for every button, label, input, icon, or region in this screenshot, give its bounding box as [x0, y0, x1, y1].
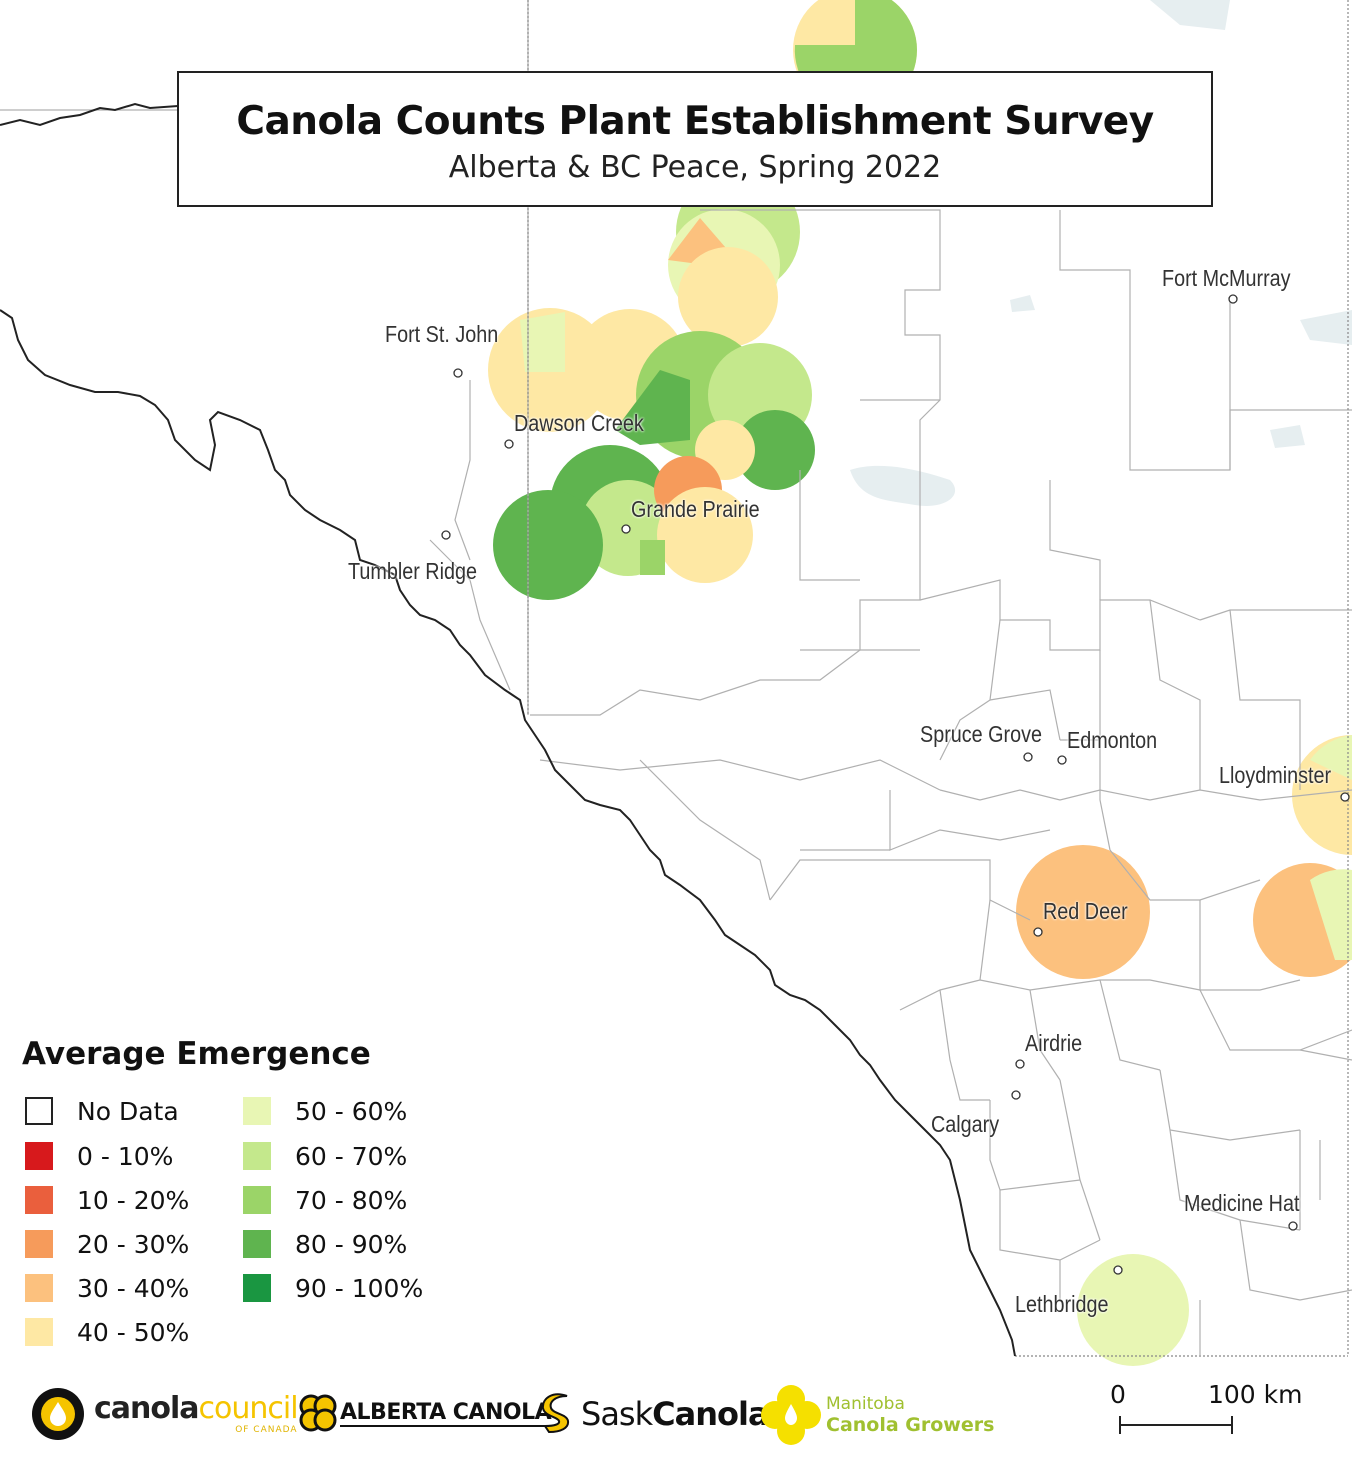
lethbridge-marker: [1113, 1265, 1123, 1275]
map-title: Canola Counts Plant Establishment Survey: [236, 99, 1154, 144]
spruce-grove-marker: [1023, 752, 1033, 762]
sask-wordmark-a: Sask: [581, 1395, 653, 1433]
legend-label: 50 - 60%: [295, 1096, 408, 1126]
city-label-fort-mcmurray: Fort McMurray: [1162, 265, 1291, 291]
canola-council-logo: canolacouncil OF CANADA: [30, 1386, 299, 1442]
city-label-dawson-creek: Dawson Creek: [514, 410, 644, 436]
legend-item-80-90: 80 - 90%: [243, 1229, 407, 1259]
legend-swatch: [25, 1230, 53, 1258]
legend-swatch: [25, 1097, 53, 1125]
city-label-red-deer: Red Deer: [1043, 898, 1128, 924]
city-label-lethbridge: Lethbridge: [1015, 1291, 1109, 1317]
legend-label: 30 - 40%: [77, 1273, 190, 1303]
sask-canola-icon: [541, 1393, 570, 1434]
legend-swatch: [243, 1230, 271, 1258]
legend-label: 70 - 80%: [295, 1185, 408, 1215]
legend-swatch: [243, 1097, 271, 1125]
legend-swatch: [243, 1142, 271, 1170]
grande-prairie-marker: [621, 524, 631, 534]
alberta-canola-wordmark: ALBERTA CANOLA: [340, 1399, 552, 1427]
city-label-calgary: Calgary: [931, 1111, 1000, 1137]
legend-label: 80 - 90%: [295, 1229, 408, 1259]
medicine-hat-marker: [1288, 1221, 1298, 1231]
legend-item-50-60: 50 - 60%: [243, 1096, 407, 1126]
legend-swatch: [243, 1274, 271, 1302]
legend-swatch: [25, 1186, 53, 1214]
ccc-subtitle: OF CANADA: [235, 1424, 298, 1435]
continental-divide: [0, 102, 1016, 1357]
city-label-airdrie: Airdrie: [1025, 1030, 1083, 1056]
provincial-border-dashed: [527, 0, 1349, 1357]
scale-bar: [1119, 1416, 1233, 1434]
calgary-marker: [1011, 1090, 1021, 1100]
canola-council-icon: [32, 1388, 84, 1440]
legend-item-40-50: 40 - 50%: [25, 1317, 189, 1347]
legend-swatch: [243, 1186, 271, 1214]
map-subtitle: Alberta & BC Peace, Spring 2022: [448, 150, 942, 185]
city-label-grande-prairie: Grande Prairie: [631, 496, 760, 522]
legend-title: Average Emergence: [22, 1036, 371, 1072]
city-label-edmonton: Edmonton: [1067, 727, 1158, 753]
sask-canola-logo: SaskCanola: [541, 1392, 770, 1436]
legend-swatch: [25, 1274, 53, 1302]
legend-item-60-70: 60 - 70%: [243, 1141, 407, 1171]
edmonton-marker: [1057, 755, 1067, 765]
legend-item-0-10: 0 - 10%: [25, 1141, 173, 1171]
manitoba-canola-icon: [761, 1385, 821, 1445]
legend-swatch: [25, 1318, 53, 1346]
city-label-medicine-hat: Medicine Hat: [1184, 1190, 1300, 1216]
scale-label-end: 100 km: [1208, 1380, 1303, 1409]
sask-wordmark-b: Canola: [652, 1395, 769, 1433]
fort-st-john-marker: [453, 368, 463, 378]
title-box: Canola Counts Plant Establishment Survey…: [177, 71, 1213, 207]
alberta-canola-icon: [299, 1394, 337, 1432]
legend-item-90-100: 90 - 100%: [243, 1273, 423, 1303]
alberta-canola-logo: ALBERTA CANOLA: [298, 1393, 552, 1433]
legend-item-no-data: No Data: [25, 1096, 179, 1126]
city-label-lloydminster: Lloydminster: [1219, 762, 1332, 788]
legend-label: 20 - 30%: [77, 1229, 190, 1259]
legend-label: 90 - 100%: [295, 1273, 424, 1303]
city-label-spruce-grove: Spruce Grove: [920, 721, 1043, 747]
scale-label-start: 0: [1110, 1380, 1126, 1409]
legend-item-30-40: 30 - 40%: [25, 1273, 189, 1303]
legend-label: 40 - 50%: [77, 1317, 190, 1347]
mb-line2: Canola Growers: [826, 1414, 995, 1436]
legend-label: 0 - 10%: [77, 1141, 174, 1171]
legend-item-70-80: 70 - 80%: [243, 1185, 407, 1215]
tumbler-ridge-marker: [441, 530, 451, 540]
red-deer-marker: [1033, 927, 1043, 937]
legend: Average Emergence No Data 0 - 10% 10 - 2…: [22, 1036, 482, 1356]
ccc-wordmark-main: canola: [94, 1390, 200, 1426]
mb-line1: Manitoba: [826, 1394, 905, 1414]
dawson-creek-marker: [504, 439, 514, 449]
airdrie-marker: [1015, 1059, 1025, 1069]
manitoba-canola-logo: Manitoba Canola Growers: [760, 1384, 994, 1446]
city-label-tumbler-ridge: Tumbler Ridge: [348, 558, 477, 584]
ccc-wordmark-accent: council: [198, 1390, 299, 1426]
city-label-fort-st-john: Fort St. John: [385, 321, 499, 347]
legend-item-10-20: 10 - 20%: [25, 1185, 189, 1215]
fort-mcmurray-marker: [1228, 294, 1238, 304]
legend-label: No Data: [77, 1096, 179, 1126]
legend-item-20-30: 20 - 30%: [25, 1229, 189, 1259]
lloydminster-marker: [1340, 792, 1350, 802]
legend-label: 10 - 20%: [77, 1185, 190, 1215]
legend-label: 60 - 70%: [295, 1141, 408, 1171]
water-bodies: [850, 0, 1352, 506]
city-markers: [441, 294, 1350, 1275]
legend-swatch: [25, 1142, 53, 1170]
